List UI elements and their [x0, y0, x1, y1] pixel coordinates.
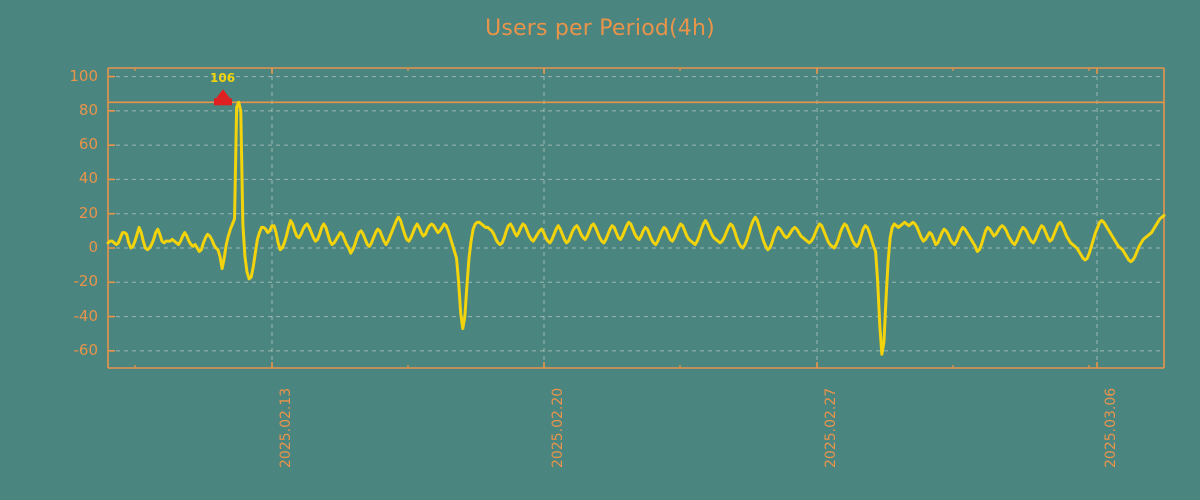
axis-lines	[107, 67, 1165, 369]
y-tick-label: -20	[73, 272, 99, 291]
x-tick-label: 2025.02.20	[550, 387, 566, 468]
data-series-line	[106, 100, 1166, 356]
chart-title: Users per Period(4h)	[485, 16, 715, 41]
peak-annotation-label: 106	[210, 71, 236, 86]
peak-marker	[214, 89, 232, 106]
y-tick-label: -40	[73, 306, 99, 325]
grid-lines	[108, 68, 1164, 368]
x-tick-label: 2025.02.13	[278, 387, 294, 468]
x-tick-label: 2025.03.06	[1103, 387, 1119, 468]
y-tick-label: 80	[78, 100, 98, 119]
x-tick-label: 2025.02.27	[823, 387, 839, 468]
y-tick-label: 60	[78, 135, 98, 154]
y-tick-label: 0	[88, 238, 98, 256]
y-tick-label: 100	[69, 66, 98, 85]
y-tick-label: -60	[73, 340, 99, 359]
y-tick-label: 40	[78, 169, 98, 188]
y-tick-label: 20	[78, 203, 98, 222]
